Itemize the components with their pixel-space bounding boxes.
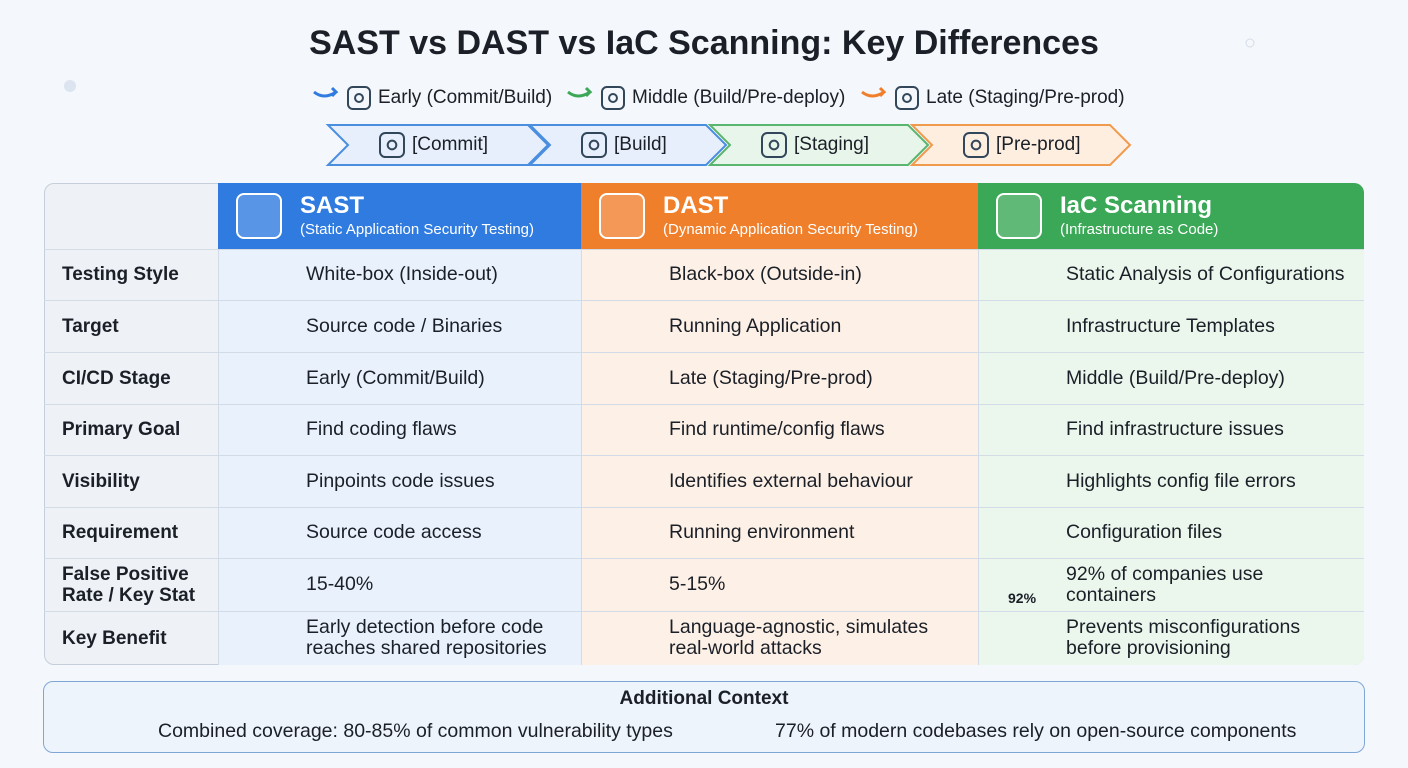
legend-label: Early (Commit/Build) — [378, 87, 553, 108]
column-subtitle: (Static Application Security Testing) — [300, 221, 535, 238]
column-name: SAST — [300, 192, 365, 219]
legend-arrow — [861, 86, 887, 98]
cell-text: Source code / Binaries — [306, 314, 503, 337]
icon-dot — [354, 93, 364, 103]
pipeline-label: [Staging] — [794, 134, 869, 155]
footer-title: Additional Context — [619, 688, 789, 709]
cell-text: Early (Commit/Build) — [306, 366, 485, 389]
icon — [581, 132, 607, 158]
cell-text: Language-agnostic, simulates real-world … — [669, 616, 929, 659]
row-label: Testing Style — [62, 264, 179, 285]
icon — [963, 132, 989, 158]
icon — [761, 132, 787, 158]
pipeline-label: [Build] — [614, 134, 667, 155]
cell-text: Black-box (Outside-in) — [669, 263, 862, 285]
cell-text: Late (Staging/Pre-prod) — [669, 366, 873, 389]
cell-text: Static Analysis of Configurations — [1066, 263, 1345, 285]
icon — [895, 86, 919, 110]
icon-dot — [588, 139, 600, 151]
cell-text: 92% of companies use containers — [1066, 562, 1264, 606]
row-label: False Positive Rate / Key Stat — [62, 563, 196, 606]
row-divider — [44, 352, 1364, 353]
cell-text: Running Application — [669, 314, 842, 337]
icon-dot — [768, 139, 780, 151]
row-divider — [44, 404, 1364, 405]
cell-text: Pinpoints code issues — [306, 469, 495, 492]
row-divider — [44, 611, 1364, 612]
footer-item: Combined coverage: 80-85% of common vuln… — [158, 720, 673, 742]
cell-text: Highlights config file errors — [1066, 469, 1296, 492]
column-background — [218, 249, 581, 665]
icon-dot — [970, 139, 982, 151]
pipeline-stage — [325, 124, 550, 166]
column-background — [978, 249, 1364, 665]
row-label: Key Benefit — [62, 627, 167, 649]
stat-badge: 92% — [1008, 590, 1037, 606]
row-label: CI/CD Stage — [62, 367, 171, 389]
row-divider — [44, 300, 1364, 301]
icon-dot — [386, 139, 398, 151]
pipeline-label: [Commit] — [412, 134, 488, 155]
row-label: Requirement — [62, 522, 179, 543]
pipeline-label: [Pre-prod] — [996, 134, 1081, 155]
cell-text: Find coding flaws — [306, 418, 457, 440]
title: SAST vs DAST vs IaC Scanning: Key Differ… — [309, 24, 1099, 62]
row-divider — [44, 249, 1364, 250]
header-icon — [996, 193, 1042, 239]
row-divider — [44, 507, 1364, 508]
legend-label: Late (Staging/Pre-prod) — [926, 87, 1125, 108]
cell-text: Infrastructure Templates — [1066, 314, 1275, 337]
column-subtitle: (Dynamic Application Security Testing) — [663, 221, 918, 238]
dot — [1245, 38, 1255, 48]
legend-arrow — [567, 86, 593, 98]
cell-text: 5-15% — [669, 573, 726, 595]
cell-text: Running environment — [669, 521, 855, 543]
row-label: Primary Goal — [62, 419, 181, 440]
column-name: DAST — [663, 192, 729, 219]
cell-text: Configuration files — [1066, 521, 1223, 543]
icon-dot — [902, 93, 912, 103]
column-subtitle: (Infrastructure as Code) — [1060, 221, 1219, 238]
row-divider — [44, 558, 1364, 559]
row-divider — [44, 455, 1364, 456]
cell-text: 15-40% — [306, 573, 374, 595]
cell-text: Middle (Build/Pre-deploy) — [1066, 366, 1285, 389]
cell-text: Source code access — [306, 521, 482, 543]
row-label: Visibility — [62, 470, 140, 492]
column-background — [581, 249, 978, 665]
cell-text: Early detection before code reaches shar… — [306, 616, 547, 659]
dot — [64, 80, 76, 92]
cell-text: Find infrastructure issues — [1066, 418, 1284, 440]
icon — [379, 132, 405, 158]
row-label: Target — [62, 315, 119, 337]
pipeline-stage — [527, 124, 728, 166]
column-name: IaC Scanning — [1060, 192, 1213, 219]
legend-label: Middle (Build/Pre-deploy) — [632, 87, 846, 108]
icon — [347, 86, 371, 110]
column-header — [581, 183, 978, 249]
icon — [601, 86, 625, 110]
cell-text: Identifies external behaviour — [669, 469, 913, 492]
cell-text: White-box (Inside-out) — [306, 263, 498, 285]
column-header — [978, 183, 1364, 249]
footer-box — [43, 681, 1365, 753]
header-icon — [599, 193, 645, 239]
icon-dot — [608, 93, 618, 103]
legend-arrow — [313, 86, 339, 98]
cell-text: Prevents misconfigurations before provis… — [1066, 616, 1301, 659]
cell-text: Find runtime/config flaws — [669, 418, 885, 440]
footer-item: 77% of modern codebases rely on open-sou… — [775, 720, 1297, 742]
header-icon — [236, 193, 282, 239]
